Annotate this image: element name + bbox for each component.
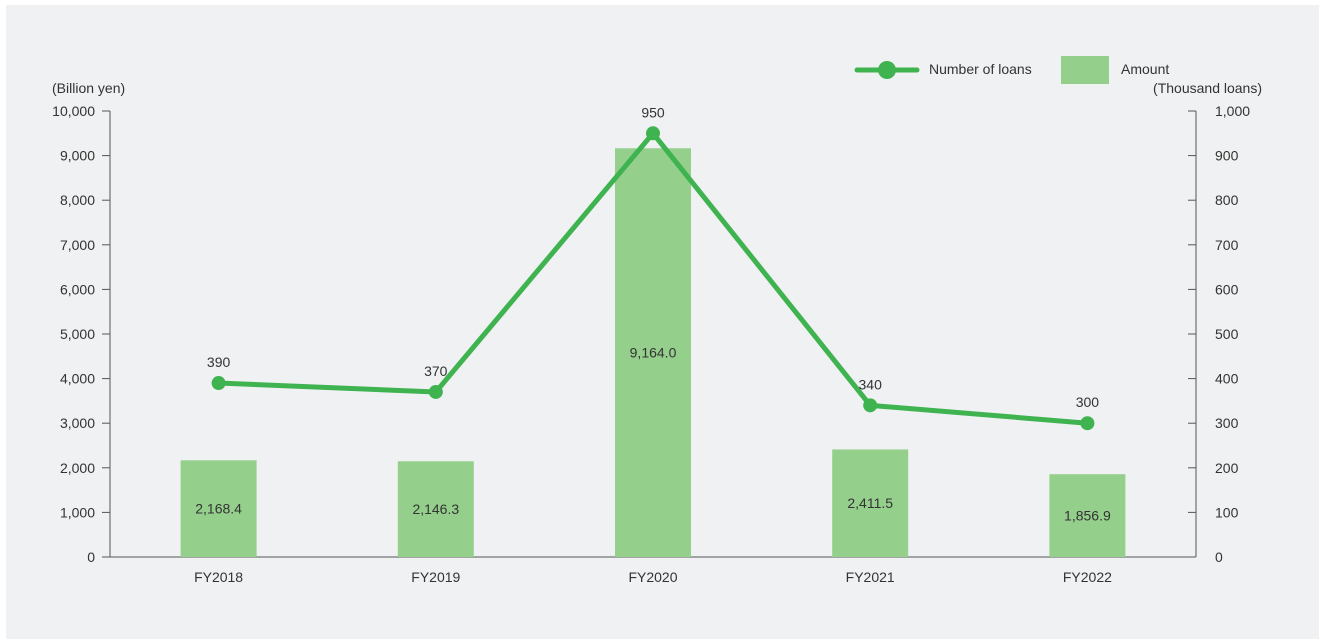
bar-data-label: 1,856.9: [1064, 508, 1111, 524]
y-left-tick-label: 5,000: [60, 326, 95, 342]
y-right-tick-label: 400: [1215, 371, 1239, 387]
bar: [1049, 474, 1126, 557]
bar: [615, 148, 691, 558]
legend-line-label: Number of loans: [929, 61, 1032, 77]
line-data-label: 340: [859, 376, 883, 392]
x-tick-label: FY2019: [411, 569, 460, 585]
x-ticks: FY2018 FY2019 FY2020 FY2021 FY2022: [194, 569, 1112, 585]
line-point: [428, 384, 443, 399]
y-right-tick-label: 700: [1215, 237, 1239, 253]
x-tick-label: FY2021: [846, 569, 895, 585]
line-point: [863, 398, 878, 413]
x-tick-label: FY2020: [628, 569, 677, 585]
bar-data-label: 2,146.3: [412, 501, 459, 517]
line-data-label: 950: [641, 104, 665, 120]
y-left-tick-label: 9,000: [60, 148, 95, 164]
y-right-tick-label: 0: [1215, 549, 1223, 565]
y-left-tick-label: 3,000: [60, 415, 95, 431]
legend-bar-label: Amount: [1121, 61, 1169, 77]
line-point: [1080, 416, 1095, 431]
legend: Number of loans Amount: [854, 56, 1169, 84]
y-right-tick-label: 800: [1215, 192, 1239, 208]
y-left-tick-label: 4,000: [60, 371, 95, 387]
y-right-tick-label: 600: [1215, 281, 1239, 297]
y-left-tick-label: 8,000: [60, 192, 95, 208]
right-ticks: 0 100 200 300 400 500 600 700 800 900 1,000: [1188, 103, 1250, 565]
bar-data-label: 9,164.0: [630, 345, 677, 361]
y-right-tick-label: 900: [1215, 148, 1239, 164]
y-left-tick-label: 7,000: [60, 237, 95, 253]
line-data-label: 370: [424, 363, 448, 379]
y-right-tick-label: 200: [1215, 460, 1239, 476]
bar: [397, 461, 474, 557]
y-left-tick-label: 0: [87, 549, 95, 565]
y-left-unit-label: (Billion yen): [52, 80, 125, 96]
bars: 2,168.4 2,146.3 9,164.0 2,411.5 1,856.9: [180, 148, 1126, 558]
left-ticks: 0 1,000 2,000 3,000 4,000 5,000 6,000 7,000 8,00…: [52, 103, 110, 565]
y-right-tick-label: 300: [1215, 415, 1239, 431]
x-tick-label: FY2018: [194, 569, 243, 585]
y-right-unit-label: (Thousand loans): [1153, 80, 1262, 96]
line-layer: 390 370 950 340 300: [207, 104, 1100, 431]
y-left-tick-label: 10,000: [52, 103, 95, 119]
line-point: [646, 126, 660, 141]
y-right-tick-label: 1,000: [1215, 103, 1250, 119]
x-tick-label: FY2022: [1063, 569, 1112, 585]
y-left-tick-label: 1,000: [60, 504, 95, 520]
bar: [832, 449, 909, 557]
y-left-tick-label: 6,000: [60, 281, 95, 297]
y-right-tick-label: 500: [1215, 326, 1239, 342]
y-left-tick-label: 2,000: [60, 460, 95, 476]
bar: [180, 460, 257, 557]
y-right-tick-label: 100: [1215, 504, 1239, 520]
bar-data-label: 2,168.4: [195, 501, 242, 517]
line-data-label: 390: [207, 354, 231, 370]
legend-bar-swatch: [1061, 56, 1109, 84]
line-data-label: 300: [1076, 394, 1100, 410]
line-point: [211, 376, 226, 391]
legend-line-marker: [878, 61, 896, 79]
bar-data-label: 2,411.5: [847, 495, 893, 511]
